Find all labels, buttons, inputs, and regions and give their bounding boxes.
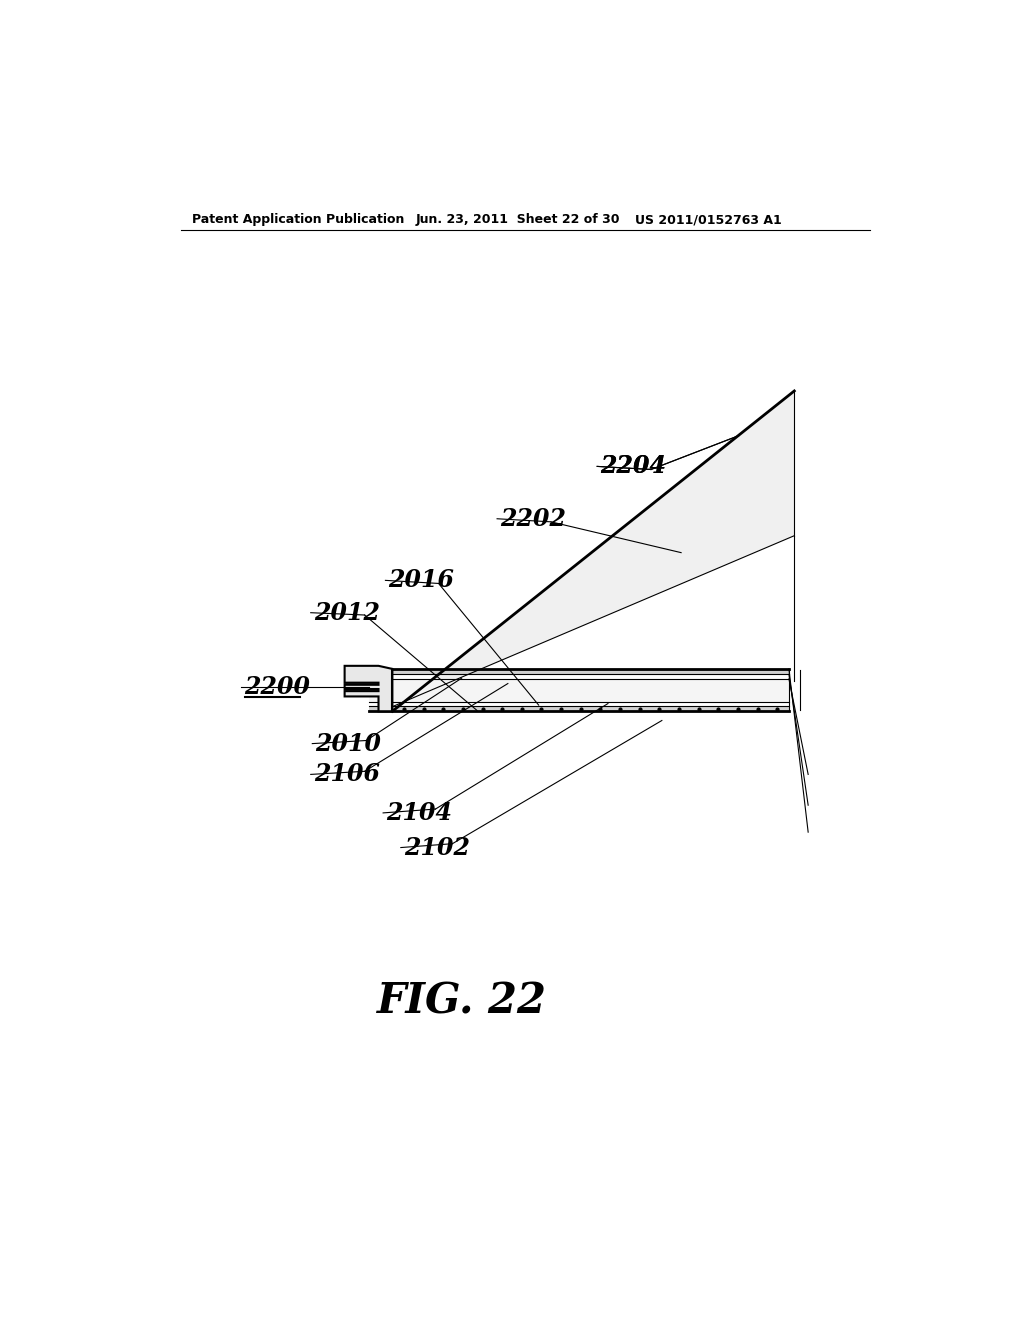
Text: US 2011/0152763 A1: US 2011/0152763 A1 xyxy=(635,213,781,226)
Text: 2016: 2016 xyxy=(388,569,455,593)
Text: Jun. 23, 2011  Sheet 22 of 30: Jun. 23, 2011 Sheet 22 of 30 xyxy=(416,213,620,226)
Text: 2202: 2202 xyxy=(500,507,566,531)
Text: 2106: 2106 xyxy=(313,763,380,787)
Polygon shape xyxy=(392,391,795,711)
Text: 2204: 2204 xyxy=(600,454,667,478)
Text: 2204: 2204 xyxy=(600,454,667,478)
Polygon shape xyxy=(370,706,788,711)
Polygon shape xyxy=(370,669,788,675)
Text: 2010: 2010 xyxy=(315,731,381,755)
Text: 2104: 2104 xyxy=(386,801,453,825)
Text: 2102: 2102 xyxy=(403,836,470,859)
Text: 2012: 2012 xyxy=(313,601,380,624)
Text: FIG. 22: FIG. 22 xyxy=(377,981,547,1023)
Polygon shape xyxy=(345,665,392,711)
Polygon shape xyxy=(370,678,788,702)
Text: Patent Application Publication: Patent Application Publication xyxy=(193,213,404,226)
Text: 2200: 2200 xyxy=(245,676,310,700)
